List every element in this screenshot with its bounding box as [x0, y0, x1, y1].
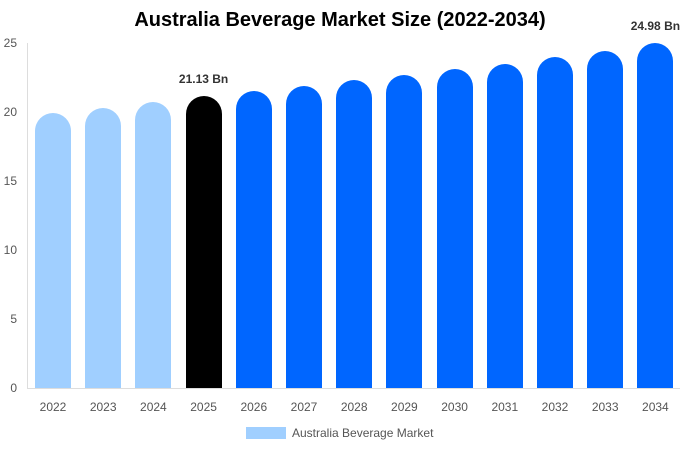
- y-tick-label: 15: [3, 174, 17, 188]
- x-tick-label: 2026: [240, 400, 268, 414]
- x-tick-label: 2025: [190, 400, 217, 414]
- bar-2027[interactable]: [286, 85, 322, 388]
- x-tick-label: 2030: [441, 400, 468, 414]
- x-tick-label: 2028: [340, 400, 368, 414]
- x-tick-label: 2032: [541, 400, 569, 414]
- plot-area: [28, 43, 680, 388]
- bar-2032[interactable]: [537, 56, 573, 388]
- bar-2022[interactable]: [35, 113, 71, 388]
- bar-2026[interactable]: [235, 91, 272, 388]
- x-tick-label: 2022: [39, 400, 67, 414]
- y-tick-label: 0: [10, 381, 17, 395]
- y-tick-label: 5: [10, 312, 17, 326]
- y-axis-line: [27, 43, 28, 389]
- data-label: 24.98 Bn: [630, 19, 680, 34]
- y-tick-label: 10: [3, 243, 17, 257]
- legend-swatch: [246, 427, 286, 439]
- legend-label: Australia Beverage Market: [292, 426, 434, 440]
- x-tick-label: 2034: [642, 400, 669, 414]
- x-tick-label: 2027: [290, 400, 318, 414]
- x-tick-label: 2029: [391, 400, 418, 414]
- bar-2029[interactable]: [386, 74, 423, 388]
- bar-2023[interactable]: [85, 107, 122, 388]
- bar-2033[interactable]: [587, 51, 624, 388]
- x-tick-label: 2023: [89, 400, 117, 414]
- bar-2030[interactable]: [436, 69, 473, 388]
- bar-2031[interactable]: [486, 63, 523, 388]
- bar-2025[interactable]: [185, 96, 222, 388]
- x-tick-label: 2024: [140, 400, 167, 414]
- bar-2028[interactable]: [336, 80, 373, 388]
- x-tick-label: 2031: [491, 400, 519, 414]
- bar-2024[interactable]: [135, 102, 172, 388]
- y-tick-label: 20: [3, 105, 17, 119]
- x-axis-line: [27, 388, 680, 389]
- bar-2034[interactable]: [637, 43, 674, 388]
- chart-title: Australia Beverage Market Size (2022-203…: [134, 9, 546, 31]
- x-tick-label: 2033: [591, 400, 619, 414]
- y-tick-label: 25: [3, 36, 17, 50]
- data-label: 21.13 Bn: [178, 72, 229, 87]
- legend[interactable]: Australia Beverage Market: [246, 426, 433, 440]
